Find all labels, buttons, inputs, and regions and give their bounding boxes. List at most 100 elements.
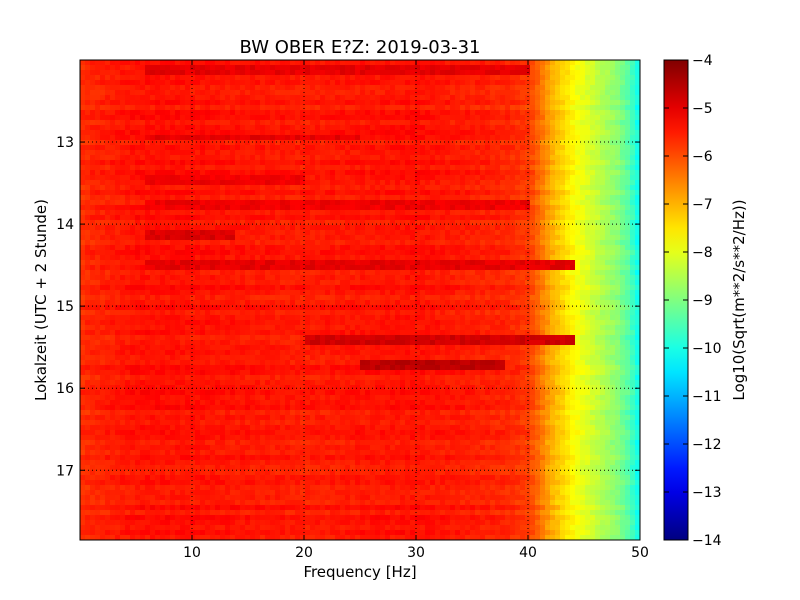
heatmap-cell	[100, 180, 106, 186]
heatmap-cell	[150, 225, 156, 231]
heatmap-cell	[375, 185, 381, 191]
heatmap-cell	[360, 255, 366, 261]
heatmap-cell	[530, 200, 536, 206]
heatmap-cell	[565, 160, 571, 166]
heatmap-cell	[460, 100, 466, 106]
heatmap-cell	[460, 130, 466, 136]
heatmap-cell	[630, 60, 636, 66]
heatmap-cell	[380, 135, 386, 141]
heatmap-cell	[270, 275, 276, 281]
heatmap-cell	[405, 195, 411, 201]
heatmap-cell	[195, 200, 201, 206]
heatmap-cell	[420, 185, 426, 191]
heatmap-cell	[435, 210, 441, 216]
heatmap-cell	[350, 225, 356, 231]
heatmap-cell	[285, 180, 291, 186]
heatmap-cell	[180, 65, 186, 71]
heatmap-cell	[605, 165, 611, 171]
heatmap-cell	[280, 185, 286, 191]
heatmap-cell	[600, 60, 606, 66]
heatmap-cell	[510, 205, 516, 211]
heatmap-cell	[320, 255, 326, 261]
heatmap-cell	[600, 125, 606, 131]
heatmap-cell	[535, 120, 541, 126]
heatmap-cell	[130, 120, 136, 126]
heatmap-cell	[350, 170, 356, 176]
heatmap-cell	[120, 70, 126, 76]
heatmap-cell	[565, 255, 571, 261]
heatmap-cell	[255, 275, 261, 281]
heatmap-cell	[555, 265, 561, 271]
heatmap-cell	[245, 215, 251, 221]
heatmap-cell	[335, 70, 341, 76]
heatmap-cell	[270, 60, 276, 66]
heatmap-cell	[565, 80, 571, 86]
heatmap-cell	[390, 270, 396, 276]
heatmap-cell	[490, 195, 496, 201]
heatmap-cell	[100, 275, 106, 281]
heatmap-cell	[415, 240, 421, 246]
heatmap-cell	[265, 80, 271, 86]
heatmap-cell	[520, 120, 526, 126]
heatmap-cell	[235, 265, 241, 271]
heatmap-cell	[565, 60, 571, 66]
heatmap-cell	[440, 250, 446, 256]
heatmap-cell	[545, 100, 551, 106]
heatmap-cell	[125, 215, 131, 221]
heatmap-cell	[370, 190, 376, 196]
heatmap-cell	[455, 275, 461, 281]
heatmap-cell	[140, 90, 146, 96]
heatmap-cell	[235, 215, 241, 221]
heatmap-cell	[180, 110, 186, 116]
heatmap-cell	[615, 115, 621, 121]
heatmap-cell	[350, 120, 356, 126]
heatmap-cell	[405, 110, 411, 116]
heatmap-cell	[305, 135, 311, 141]
heatmap-cell	[155, 210, 161, 216]
heatmap-cell	[205, 90, 211, 96]
heatmap-cell	[200, 265, 206, 271]
heatmap-cell	[340, 275, 346, 281]
heatmap-cell	[115, 230, 121, 236]
heatmap-cell	[380, 265, 386, 271]
heatmap-cell	[140, 215, 146, 221]
heatmap-cell	[570, 80, 576, 86]
heatmap-cell	[130, 170, 136, 176]
heatmap-cell	[510, 150, 516, 156]
heatmap-cell	[380, 270, 386, 276]
heatmap-cell	[500, 135, 506, 141]
heatmap-cell	[580, 75, 586, 81]
heatmap-cell	[555, 75, 561, 81]
heatmap-cell	[620, 80, 626, 86]
heatmap-cell	[275, 130, 281, 136]
heatmap-cell	[100, 230, 106, 236]
heatmap-cell	[530, 270, 536, 276]
heatmap-cell	[205, 80, 211, 86]
heatmap-cell	[370, 230, 376, 236]
heatmap-cell	[425, 185, 431, 191]
heatmap-cell	[205, 125, 211, 131]
heatmap-cell	[540, 235, 546, 241]
heatmap-cell	[260, 230, 266, 236]
heatmap-cell	[155, 115, 161, 121]
heatmap-cell	[385, 165, 391, 171]
heatmap-cell	[490, 60, 496, 66]
heatmap-cell	[235, 95, 241, 101]
heatmap-cell	[300, 260, 306, 266]
heatmap-cell	[310, 95, 316, 101]
heatmap-cell	[215, 200, 221, 206]
heatmap-cell	[610, 270, 616, 276]
heatmap-cell	[335, 215, 341, 221]
heatmap-cell	[355, 90, 361, 96]
heatmap-cell	[385, 275, 391, 281]
heatmap-cell	[580, 160, 586, 166]
heatmap-cell	[585, 125, 591, 131]
heatmap-cell	[90, 115, 96, 121]
heatmap-cell	[460, 190, 466, 196]
heatmap-cell	[590, 275, 596, 281]
heatmap-cell	[420, 235, 426, 241]
heatmap-cell	[630, 125, 636, 131]
heatmap-cell	[285, 245, 291, 251]
heatmap-cell	[395, 115, 401, 121]
heatmap-cell	[450, 190, 456, 196]
